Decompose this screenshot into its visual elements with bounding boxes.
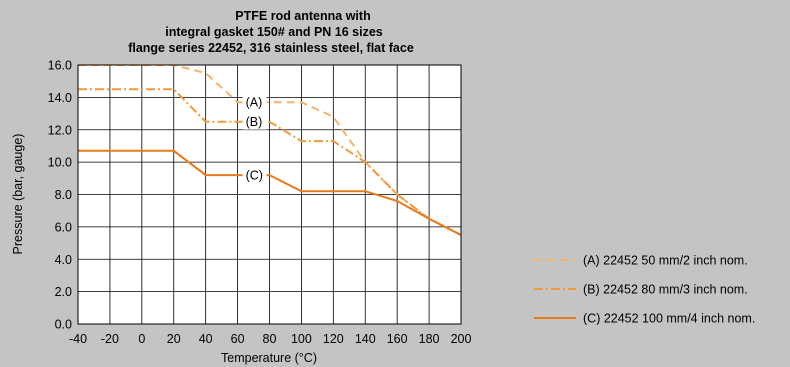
- x-tick-label: 160: [387, 332, 408, 346]
- plot-frame: [77, 64, 462, 325]
- legend-label-c: (C) 22452 100 mm/4 inch nom.: [583, 312, 755, 326]
- x-tick-label: 100: [291, 332, 312, 346]
- x-tick-label: 40: [199, 332, 213, 346]
- x-tick-label: -20: [101, 332, 119, 346]
- y-tick-label: 0.0: [55, 318, 72, 332]
- series-tag-c: (C): [246, 169, 263, 183]
- x-tick-label: 60: [231, 332, 245, 346]
- legend-label-a: (A) 22452 50 mm/2 inch nom.: [583, 254, 748, 268]
- x-tick-label: 80: [263, 332, 277, 346]
- y-tick-label: 8.0: [55, 188, 72, 202]
- series-tags: (A) (B) (C): [242, 94, 267, 184]
- series-tag-b: (B): [246, 115, 263, 129]
- y-tick-label: 10.0: [48, 156, 72, 170]
- series-line-c: [78, 149, 462, 236]
- y-tick-label: 12.0: [48, 123, 72, 137]
- series-tag-bg: [242, 94, 267, 111]
- y-tick-label: 4.0: [55, 253, 72, 267]
- y-tick-labels: 0.0 2.0 4.0 6.0 8.0 10.0 12.0 14.0 16.0: [48, 59, 72, 332]
- y-axis-title: Pressure (bar, gauge): [11, 134, 25, 255]
- x-axis-title: Temperature (°C): [221, 351, 317, 365]
- chart-title-line-3: flange series 22452, 316 stainless steel…: [128, 41, 414, 55]
- x-tick-label: 20: [167, 332, 181, 346]
- chart-title: PTFE rod antenna with integral gasket 15…: [128, 9, 414, 55]
- y-tick-label: 2.0: [55, 285, 72, 299]
- series-tag-bg: [242, 167, 267, 184]
- legend-label-b: (B) 22452 80 mm/3 inch nom.: [583, 283, 748, 297]
- series-tag-a: (A): [246, 96, 263, 110]
- x-tick-label: 200: [451, 332, 472, 346]
- series-tag-bg: [242, 113, 267, 130]
- legend: (A) 22452 50 mm/2 inch nom. (B) 22452 80 …: [534, 254, 755, 326]
- chart-title-line-1: PTFE rod antenna with: [235, 9, 370, 23]
- x-tick-label: 120: [323, 332, 344, 346]
- series-line-b: [78, 88, 462, 236]
- chart-title-line-2: integral gasket 150# and PN 16 sizes: [165, 25, 383, 39]
- x-tick-label: 0: [138, 332, 145, 346]
- series-layer: [78, 64, 462, 236]
- x-tick-labels: -40 -20 0 20 40 60 80 100 120 140 160 180 200: [69, 332, 472, 346]
- x-tick-label: 140: [355, 332, 376, 346]
- x-tick-label: 180: [419, 332, 440, 346]
- y-tick-label: 6.0: [55, 220, 72, 234]
- x-tick-label: -40: [69, 332, 87, 346]
- y-tick-label: 14.0: [48, 91, 72, 105]
- y-tick-label: 16.0: [48, 59, 72, 73]
